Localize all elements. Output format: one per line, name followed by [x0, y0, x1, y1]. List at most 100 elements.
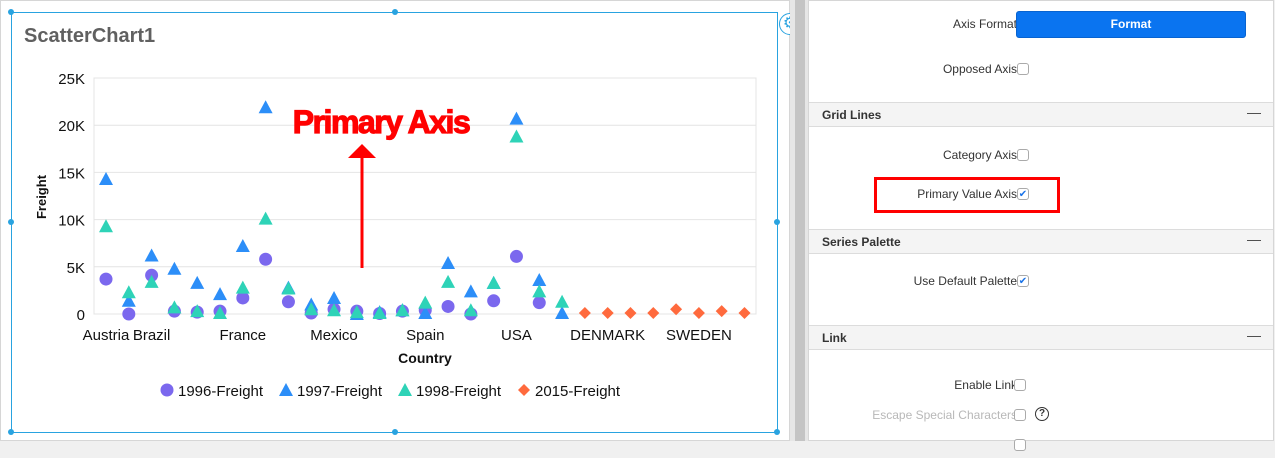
data-point — [532, 284, 547, 298]
data-point — [213, 287, 228, 301]
data-point — [121, 285, 136, 299]
data-points — [99, 100, 751, 321]
enable-link-label: Enable Link — [954, 378, 1017, 392]
data-point — [463, 284, 478, 298]
y-axis-ticks: 0 5K 10K 15K 20K 25K — [58, 71, 85, 324]
primary-value-axis-label: Primary Value Axis — [917, 187, 1017, 201]
primary-value-axis-checkbox[interactable]: ✔ — [1017, 188, 1029, 200]
data-point — [144, 274, 159, 288]
y-tick-label: 25K — [58, 71, 85, 88]
legend-marker — [160, 383, 174, 397]
data-point — [122, 307, 136, 321]
annotation: Primary Axis — [292, 103, 472, 268]
x-tick-label: USA — [501, 327, 532, 344]
data-point — [327, 290, 342, 304]
data-point — [509, 111, 524, 125]
legend-item: 2015-Freight — [518, 383, 621, 400]
y-tick-label: 15K — [58, 165, 85, 182]
data-point — [281, 295, 295, 309]
data-point — [487, 294, 501, 308]
data-point — [99, 219, 113, 233]
data-point — [624, 307, 637, 320]
axis-format-label: Axis Format — [952, 17, 1017, 31]
y-axis-label: Freight — [34, 174, 49, 219]
collapse-icon[interactable]: — — [1247, 327, 1261, 343]
legend-label: 1997-Freight — [297, 383, 383, 400]
data-point — [281, 281, 296, 295]
collapse-icon[interactable]: — — [1247, 104, 1261, 120]
escape-special-characters-checkbox[interactable] — [1014, 409, 1026, 421]
data-point — [441, 256, 456, 270]
data-point — [418, 295, 433, 309]
data-point — [418, 306, 433, 320]
legend-marker — [279, 383, 293, 396]
data-point — [304, 302, 319, 316]
data-point — [532, 273, 547, 287]
opposed-axis-label: Opposed Axis — [942, 62, 1017, 76]
data-point — [235, 280, 250, 294]
resize-handle-bottom[interactable] — [392, 429, 398, 435]
resize-handle-bottom-left[interactable] — [8, 429, 14, 435]
scatter-chart-widget[interactable]: ScatterChart1 ⚙ — [8, 9, 801, 435]
data-point — [327, 303, 342, 317]
x-tick-label: DENMARK — [570, 327, 645, 344]
collapse-icon[interactable]: — — [1247, 231, 1261, 247]
x-tick-label: France — [219, 327, 266, 344]
resize-handle-top[interactable] — [392, 9, 398, 15]
section-link[interactable]: Link — — [809, 325, 1273, 350]
data-point — [601, 307, 614, 320]
help-icon[interactable]: ? — [1035, 407, 1049, 421]
data-point — [441, 299, 455, 313]
section-title: Grid Lines — [822, 108, 882, 122]
enable-link-checkbox[interactable] — [1014, 379, 1026, 391]
data-point — [190, 275, 205, 289]
x-axis-label: Country — [398, 350, 452, 366]
data-point — [235, 239, 250, 253]
data-point — [463, 303, 478, 317]
legend-marker — [398, 383, 412, 396]
series-1996-freight — [99, 249, 546, 321]
section-series-palette[interactable]: Series Palette — — [809, 229, 1273, 254]
legend-label: 1996-Freight — [178, 383, 264, 400]
series-2015-freight — [578, 303, 751, 320]
data-point — [99, 172, 113, 186]
resize-handle-bottom-right[interactable] — [774, 429, 780, 435]
properties-panel: Axis Format Format Opposed Axis Grid Lin… — [808, 0, 1274, 451]
opposed-axis-checkbox[interactable] — [1017, 63, 1029, 75]
legend-label: 2015-Freight — [535, 383, 621, 400]
data-point — [486, 275, 501, 289]
section-grid-lines[interactable]: Grid Lines — — [809, 102, 1273, 127]
data-point — [99, 272, 113, 286]
resize-handle-top-left[interactable] — [8, 9, 14, 15]
data-point — [258, 211, 273, 225]
dashboard-canvas: ScatterChart1 ⚙ 0 5K 10K 15K 20K 25K AustriaB… — [0, 0, 801, 441]
category-axis-checkbox[interactable] — [1017, 149, 1029, 161]
scatter-chart: 0 5K 10K 15K 20K 25K Austria Brazil France Mexic… — [34, 71, 757, 400]
category-axis-label: Category Axis — [942, 148, 1017, 162]
data-point — [555, 306, 570, 320]
panel-splitter[interactable] — [790, 0, 808, 441]
resize-handle-left[interactable] — [8, 219, 14, 225]
legend-item: 1996-Freight — [160, 383, 264, 400]
data-point — [395, 303, 410, 317]
data-point — [167, 300, 182, 314]
data-point — [578, 307, 591, 320]
highlight-box — [874, 177, 1060, 213]
resize-handle-right[interactable] — [774, 219, 780, 225]
data-point — [738, 307, 751, 320]
data-point — [715, 305, 728, 318]
legend-label: 1998-Freight — [416, 383, 502, 400]
data-point — [372, 306, 387, 320]
x-tick-label: Austria — [83, 327, 130, 344]
data-point — [236, 291, 250, 305]
legend-item: 1998-Freight — [398, 383, 502, 400]
legend: 1996-Freight 1997-Freight 1998-Freight 2015… — [160, 383, 621, 400]
x-tick-label: Spain — [406, 327, 444, 344]
annotation-text: Primary Axis — [293, 104, 470, 140]
y-tick-label: 0 — [77, 307, 85, 324]
use-default-palette-checkbox[interactable]: ✔ — [1017, 275, 1029, 287]
x-tick-label: SWEDEN — [666, 327, 732, 344]
data-point — [144, 248, 159, 262]
y-tick-label: 10K — [58, 213, 85, 230]
format-button[interactable]: Format — [1016, 11, 1246, 38]
